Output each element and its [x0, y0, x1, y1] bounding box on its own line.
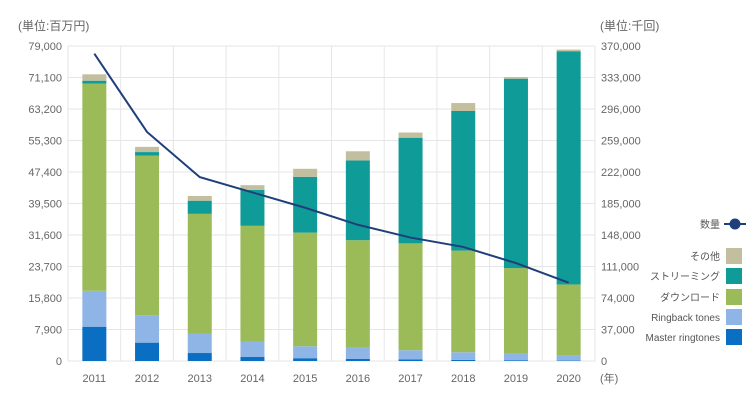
x-tick-label: 2012 — [135, 373, 159, 385]
bar-segment — [82, 290, 107, 327]
legend-label: ストリーミング — [650, 270, 720, 283]
legend-label: Ringback tones — [651, 313, 720, 324]
y-right-tick-label: 148,000 — [601, 230, 641, 242]
bar-segment — [293, 346, 318, 359]
y-left-axis-label: (単位:百万円) — [18, 18, 89, 33]
bar-segment — [451, 103, 476, 111]
bar-segment — [240, 357, 265, 361]
y-left-tick-label: 15,800 — [28, 293, 62, 305]
legend-swatch — [726, 329, 742, 345]
bar-segment — [82, 80, 107, 84]
y-right-tick-label: 111,000 — [601, 262, 639, 274]
bar-segment — [240, 341, 265, 358]
y-left-tick-label: 39,500 — [28, 199, 62, 211]
x-tick-label: 2020 — [556, 373, 580, 385]
x-tick-label: 2018 — [451, 373, 475, 385]
y-right-tick-label: 259,000 — [601, 136, 641, 148]
legend-label: 数量 — [700, 218, 720, 231]
y-right-tick-label: 370,000 — [601, 41, 641, 53]
bar-segment — [187, 353, 212, 361]
legend-swatch — [726, 268, 742, 284]
legend-label: ダウンロード — [660, 291, 720, 304]
y-left-tick-label: 63,200 — [28, 104, 62, 116]
x-tick-label: 2017 — [398, 373, 422, 385]
legend-swatch-marker — [729, 218, 741, 230]
x-tick-label: 2015 — [293, 373, 317, 385]
y-left-tick-label: 71,100 — [28, 73, 62, 85]
bar-segment — [293, 232, 318, 347]
bar-segment — [451, 250, 476, 353]
bar-segment — [503, 78, 528, 269]
x-tick-label: 2019 — [504, 373, 528, 385]
y-left-tick-label: 79,000 — [28, 41, 62, 53]
legend-swatch — [726, 248, 742, 264]
bar-segment — [503, 77, 528, 79]
bar-segment — [82, 83, 107, 291]
y-right-tick-label: 185,000 — [601, 199, 641, 211]
legend-swatch — [726, 289, 742, 305]
bar-segment — [345, 359, 370, 361]
bar-segment — [345, 240, 370, 348]
y-left-tick-label: 47,400 — [28, 167, 62, 179]
bar-segment — [187, 213, 212, 334]
y-right-tick-label: 296,000 — [601, 104, 641, 116]
bar-segment — [398, 132, 423, 138]
bar-segment — [556, 51, 581, 285]
x-tick-label: 2014 — [240, 373, 264, 385]
y-right-axis-label: (単位:千回) — [600, 18, 659, 33]
bar-segment — [503, 353, 528, 361]
bar-segment — [345, 347, 370, 360]
bar-segment — [135, 315, 160, 343]
x-tick-label: 2013 — [188, 373, 212, 385]
bar-segment — [187, 200, 212, 214]
bar-segment — [240, 185, 265, 190]
bar-segment — [135, 146, 160, 153]
x-tick-label: 2016 — [346, 373, 370, 385]
y-left-tick-label: 23,700 — [28, 262, 62, 274]
legend-label: その他 — [690, 250, 720, 263]
bar-segment — [187, 333, 212, 354]
bar-segment — [135, 152, 160, 156]
y-left-tick-label: 7,900 — [34, 325, 62, 337]
bar-segment — [556, 284, 581, 356]
y-right-tick-label: 37,000 — [601, 325, 635, 337]
bar-segment — [82, 326, 107, 361]
bar-segment — [82, 74, 107, 81]
legend-label: Master ringtones — [646, 333, 720, 344]
y-left-tick-label: 0 — [56, 356, 62, 368]
y-right-tick-label: 222,000 — [601, 167, 641, 179]
bar-segment — [240, 189, 265, 226]
bar-segment — [556, 49, 581, 52]
bar-segment — [503, 268, 528, 354]
x-axis-unit-label: (年) — [600, 371, 618, 385]
bar-segment — [345, 151, 370, 161]
bar-segment — [503, 360, 528, 361]
y-right-tick-label: 333,000 — [601, 73, 641, 85]
bar-segment — [398, 137, 423, 244]
bar-segment — [556, 355, 581, 361]
quantity-line — [93, 53, 569, 284]
x-tick-label: 2011 — [83, 373, 107, 385]
y-left-tick-label: 55,300 — [28, 136, 62, 148]
bar-segment — [451, 110, 476, 251]
bar-segment — [451, 359, 476, 361]
y-right-tick-label: 74,000 — [601, 293, 635, 305]
bar-segment — [398, 243, 423, 351]
y-left-tick-label: 31,600 — [28, 230, 62, 242]
bar-segment — [240, 225, 265, 342]
bar-segment — [293, 168, 318, 177]
y-right-tick-label: 0 — [601, 356, 607, 368]
bar-segment — [135, 155, 160, 316]
bar-segment — [398, 350, 423, 360]
bar-segment — [398, 359, 423, 361]
bar-segment — [135, 342, 160, 361]
bar-segment — [293, 358, 318, 361]
bar-segment — [345, 160, 370, 241]
bar-segment — [451, 352, 476, 360]
legend-swatch — [726, 309, 742, 325]
bar-segment — [187, 195, 212, 201]
